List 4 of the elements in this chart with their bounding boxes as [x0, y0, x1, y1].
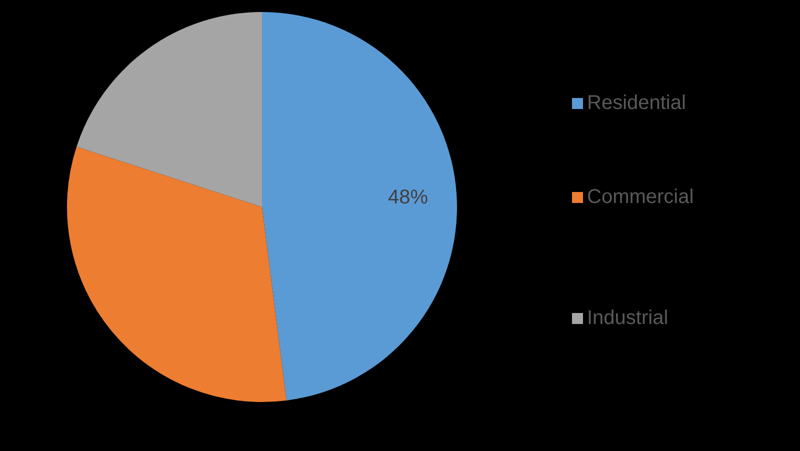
data-label: 48%: [388, 186, 428, 208]
legend-label: Industrial: [587, 307, 668, 330]
legend-label: Commercial: [587, 186, 694, 209]
legend-label: Residential: [587, 92, 686, 115]
